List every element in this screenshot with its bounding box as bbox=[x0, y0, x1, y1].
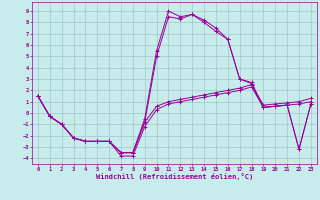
X-axis label: Windchill (Refroidissement éolien,°C): Windchill (Refroidissement éolien,°C) bbox=[96, 173, 253, 180]
